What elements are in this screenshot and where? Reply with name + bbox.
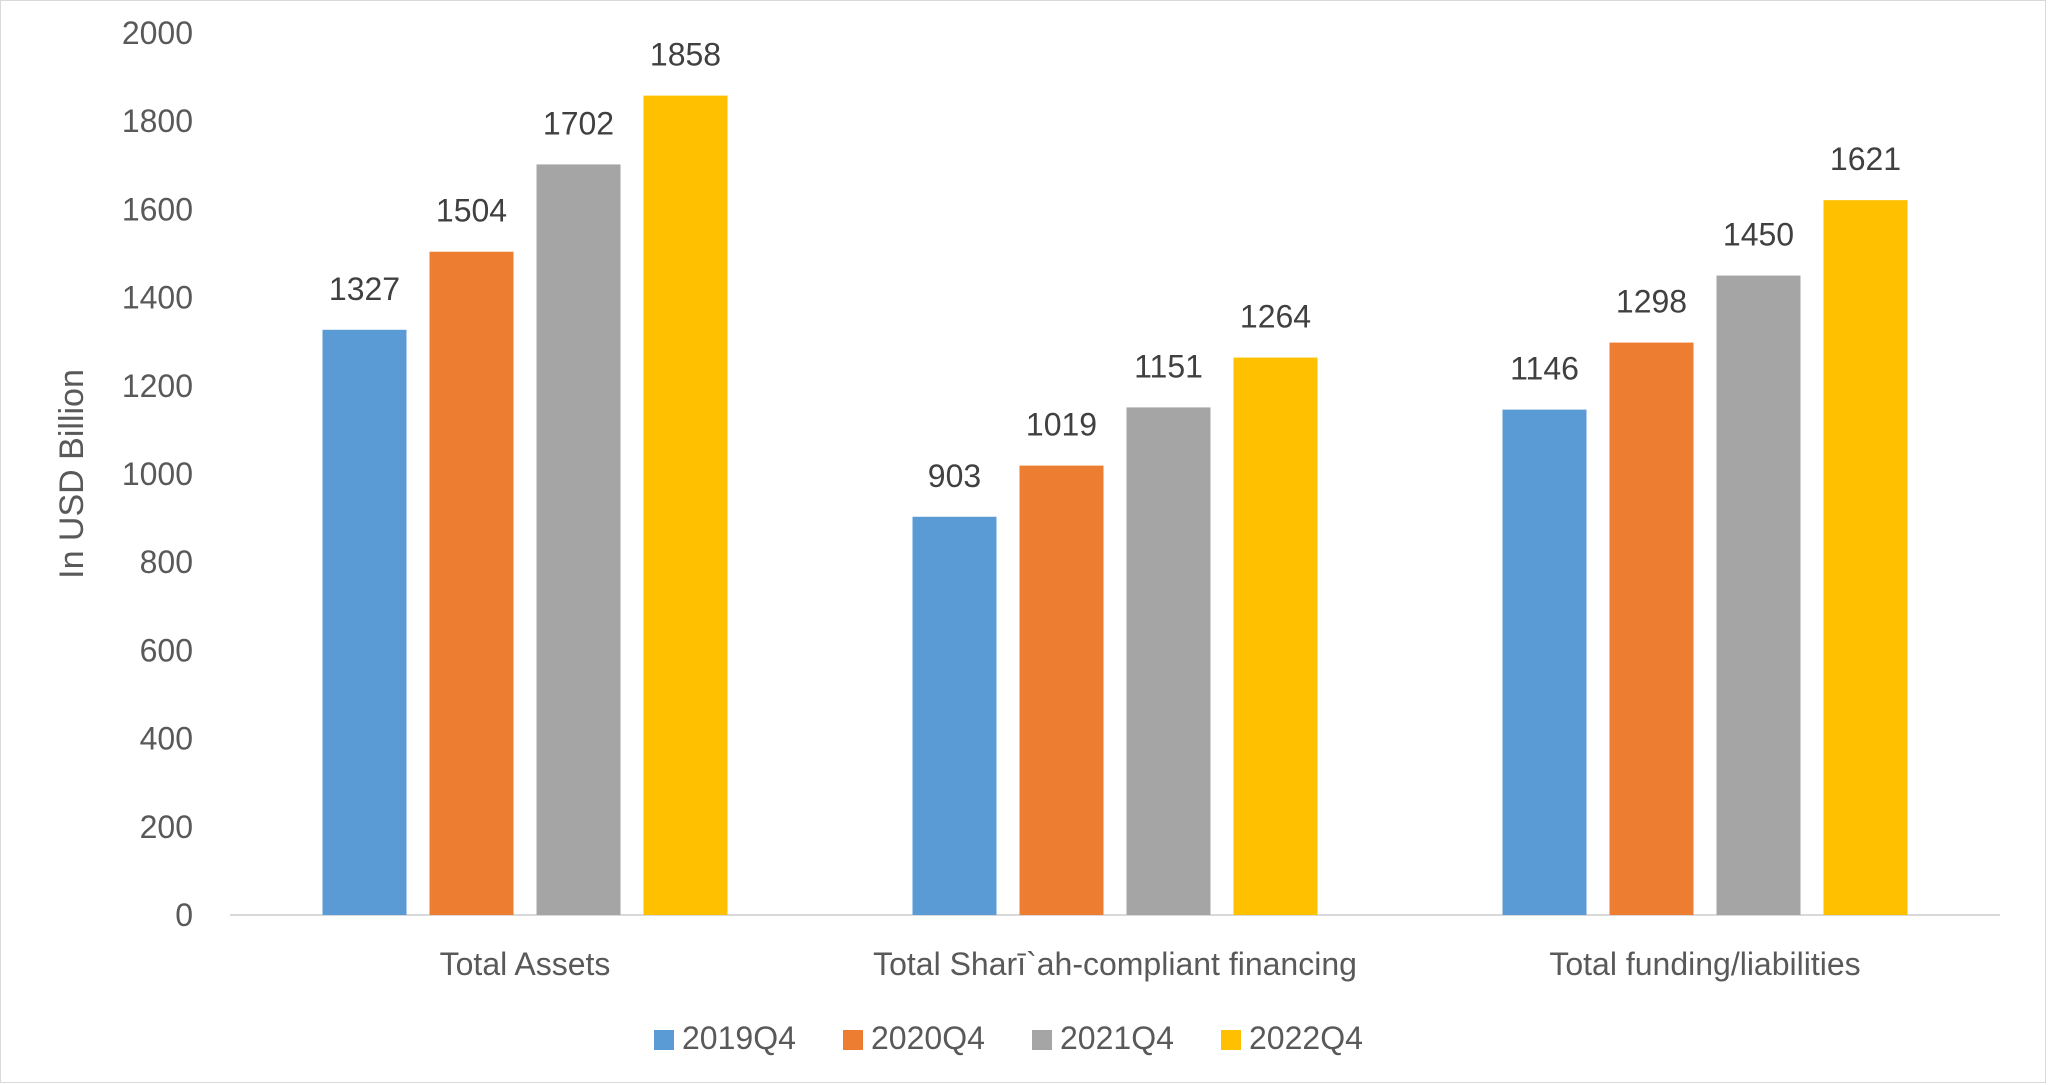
y-tick-label: 800 <box>140 544 193 580</box>
y-tick-label: 2000 <box>122 15 193 51</box>
data-label: 1019 <box>1026 407 1097 443</box>
bar-2021q4 <box>1716 275 1801 915</box>
legend-label: 2021Q4 <box>1060 1020 1174 1056</box>
data-labels-group: 1327 1504 1702 1858 903 1019 1151 1264 1146 1298 1… <box>329 37 1901 494</box>
x-axis-categories: Total Assets Total Sharī`ah-compliant fin… <box>440 946 1861 982</box>
y-tick-label: 1600 <box>122 191 193 227</box>
y-axis-title: In USD Billion <box>53 369 91 579</box>
y-tick-label: 200 <box>140 809 193 845</box>
x-category-label: Total Assets <box>440 946 611 982</box>
y-axis-ticks: 0 200 400 600 800 1000 1200 1400 1600 1800 2000 <box>122 15 193 933</box>
data-label: 1858 <box>650 37 721 73</box>
y-tick-label: 0 <box>175 897 193 933</box>
y-tick-label: 1400 <box>122 280 193 316</box>
bar-2019q4 <box>322 329 407 916</box>
bar-2020q4 <box>1019 465 1104 915</box>
data-label: 1146 <box>1510 351 1579 387</box>
legend-label: 2020Q4 <box>871 1020 985 1056</box>
data-label: 1621 <box>1830 141 1901 177</box>
legend-label: 2022Q4 <box>1249 1020 1363 1056</box>
bar-2019q4 <box>1502 409 1587 915</box>
legend-swatch-2019q4 <box>654 1030 674 1050</box>
legend: 2019Q4 2020Q4 2021Q4 2022Q4 <box>654 1020 1363 1056</box>
bar-2022q4 <box>1823 200 1908 915</box>
bar-2021q4 <box>1126 407 1211 915</box>
data-label: 1327 <box>329 271 400 307</box>
x-category-label: Total funding/liabilities <box>1549 946 1860 982</box>
y-tick-label: 600 <box>140 632 193 668</box>
y-tick-label: 1200 <box>122 368 193 404</box>
data-label: 1298 <box>1616 284 1687 320</box>
data-label: 1450 <box>1723 217 1794 253</box>
y-tick-label: 1000 <box>122 456 193 492</box>
data-label: 1151 <box>1134 348 1203 384</box>
legend-swatch-2020q4 <box>843 1030 863 1050</box>
y-tick-label: 1800 <box>122 103 193 139</box>
data-label: 1264 <box>1240 299 1311 335</box>
bar-2022q4 <box>1233 357 1318 915</box>
x-category-label: Total Sharī`ah-compliant financing <box>873 946 1357 982</box>
bar-2022q4 <box>643 95 728 915</box>
bar-2019q4 <box>912 516 997 915</box>
bar-2020q4 <box>1609 342 1694 915</box>
y-tick-label: 400 <box>140 721 193 757</box>
data-label: 1504 <box>436 193 507 229</box>
legend-label: 2019Q4 <box>682 1020 796 1056</box>
bar-2021q4 <box>536 164 621 916</box>
bar-2020q4 <box>429 251 514 916</box>
data-label: 1702 <box>543 105 614 141</box>
data-label: 903 <box>928 458 981 494</box>
bar-series-group <box>322 95 1908 916</box>
legend-swatch-2021q4 <box>1032 1030 1052 1050</box>
legend-swatch-2022q4 <box>1221 1030 1241 1050</box>
